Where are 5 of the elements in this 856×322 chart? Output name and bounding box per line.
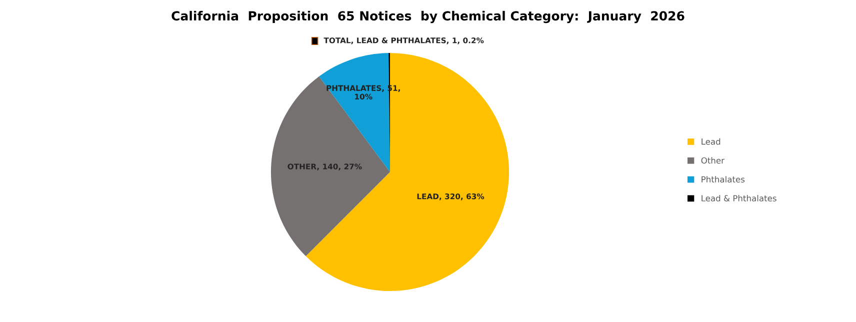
legend-label: Lead & Phthalates xyxy=(702,194,776,202)
legend-label: Other xyxy=(701,157,724,164)
legend-label: Lead xyxy=(702,138,720,145)
legend-label: Phthalates xyxy=(702,176,745,183)
chart-title: California Proposition 65 Notices by Chemical Category: January 2026 xyxy=(172,10,684,24)
